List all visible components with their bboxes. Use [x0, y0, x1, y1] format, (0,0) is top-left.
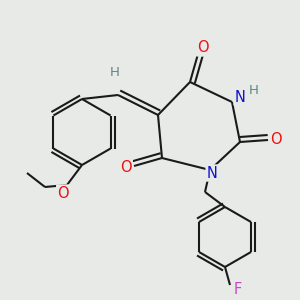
- Text: H: H: [110, 65, 120, 79]
- Text: O: O: [197, 40, 209, 56]
- Text: N: N: [235, 89, 245, 104]
- Text: H: H: [249, 83, 259, 97]
- Text: O: O: [270, 133, 282, 148]
- Text: O: O: [57, 185, 69, 200]
- Text: N: N: [207, 166, 218, 181]
- Text: F: F: [234, 283, 242, 298]
- Text: O: O: [120, 160, 132, 175]
